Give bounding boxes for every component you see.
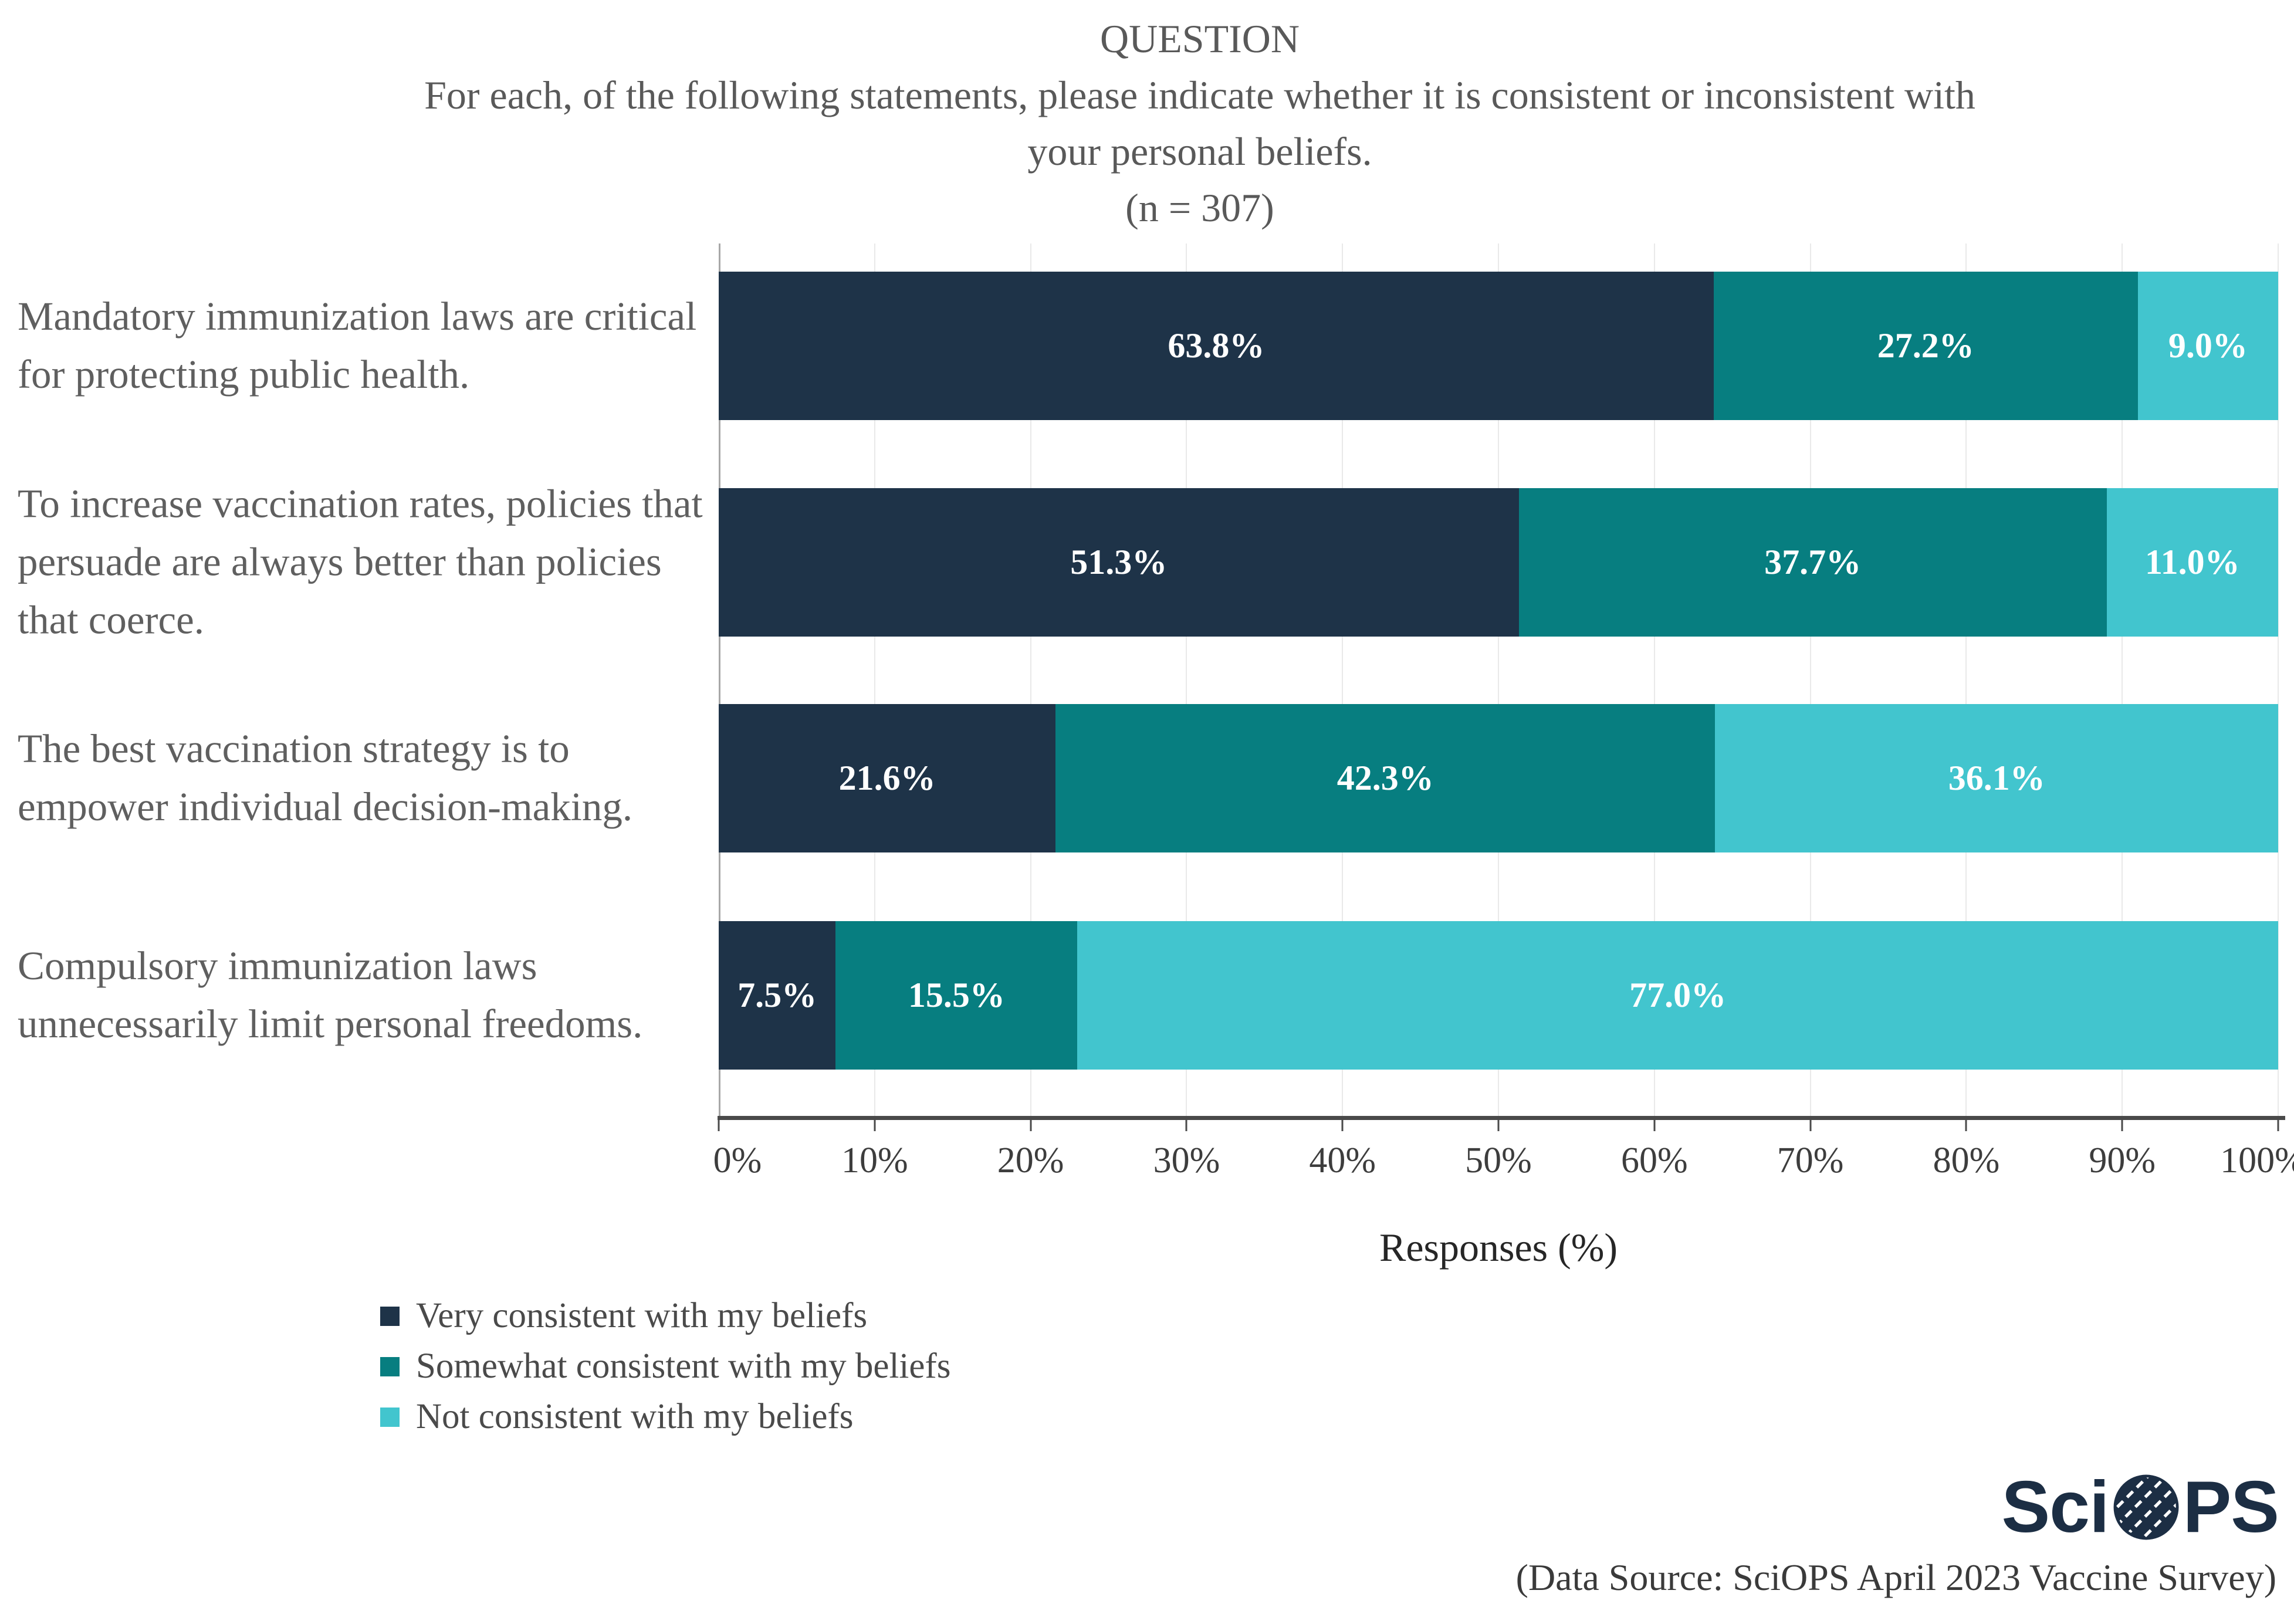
bar-row-mandatory-laws: 63.8% 27.2% 9.0% <box>719 272 2278 420</box>
bar-segment-somewhat-consistent: 37.7% <box>1518 488 2107 637</box>
category-label-mandatory-laws: Mandatory immunization laws are critical… <box>18 294 697 397</box>
bar-segment-very-consistent: 7.5% <box>719 921 836 1070</box>
tick-label-60: 60% <box>1620 1141 1688 1180</box>
gridline-90 <box>2122 243 2123 1118</box>
tick-mark-10 <box>874 1119 876 1131</box>
bar-value-label: 42.3% <box>1337 759 1434 797</box>
x-axis-title: Responses (%) <box>1379 1225 1618 1270</box>
category-label-limit-freedoms: Compulsory immunization laws unnecessari… <box>18 943 643 1046</box>
legend-label: Very consistent with my beliefs <box>416 1296 868 1335</box>
legend-item-not-consistent: Not consistent with my beliefs <box>380 1392 951 1442</box>
tick-label-100: 100% <box>2220 1141 2294 1180</box>
title-question-line1: For each, of the following statements, p… <box>424 73 1975 117</box>
tick-label-40: 40% <box>1309 1141 1376 1180</box>
bar-row-limit-freedoms: 7.5% 15.5% 77.0% <box>719 921 2278 1070</box>
bar-value-label: 11.0% <box>2144 543 2240 581</box>
bar-segment-not-consistent: 11.0% <box>2106 488 2278 637</box>
bar-value-label: 37.7% <box>1764 543 1862 581</box>
logo-text-sci: Sci <box>2001 1467 2109 1548</box>
data-source-note: (Data Source: SciOPS April 2023 Vaccine … <box>1515 1557 2276 1598</box>
bar-row-empower-decision: 21.6% 42.3% 36.1% <box>719 704 2278 852</box>
bar-value-label: 7.5% <box>737 976 817 1014</box>
legend-swatch-not-consistent <box>380 1407 400 1427</box>
bar-segment-not-consistent: 77.0% <box>1077 921 2278 1070</box>
gridline-30 <box>1186 243 1187 1118</box>
tick-label-70: 70% <box>1777 1141 1844 1180</box>
legend-swatch-very-consistent <box>380 1306 400 1326</box>
bar-row-persuade-coerce: 51.3% 37.7% 11.0% <box>719 488 2278 637</box>
bar-segment-very-consistent: 21.6% <box>719 704 1056 852</box>
tick-mark-30 <box>1185 1119 1187 1131</box>
gridline-40 <box>1342 243 1344 1118</box>
gridline-70 <box>1809 243 1811 1118</box>
tick-mark-20 <box>1030 1119 1032 1131</box>
bar-segment-somewhat-consistent: 15.5% <box>835 921 1078 1070</box>
tick-mark-70 <box>1809 1119 1812 1131</box>
bar-segment-very-consistent: 51.3% <box>719 488 1519 637</box>
tick-mark-40 <box>1341 1119 1344 1131</box>
bar-segment-not-consistent: 36.1% <box>1715 704 2278 852</box>
legend-label: Somewhat consistent with my beliefs <box>416 1346 951 1386</box>
gridline-10 <box>874 243 875 1118</box>
chart-title-block: QUESTION For each, of the following stat… <box>106 11 2294 236</box>
bar-value-label: 63.8% <box>1168 326 1265 365</box>
bar-value-label: 36.1% <box>1948 759 2045 797</box>
tick-mark-80 <box>1965 1119 1967 1131</box>
x-axis-line <box>718 1116 2285 1120</box>
logo-globe-icon <box>2113 1474 2179 1540</box>
tick-label-80: 80% <box>1933 1141 2000 1180</box>
y-axis-line <box>719 243 720 1118</box>
gridline-100 <box>2278 243 2279 1118</box>
gridline-60 <box>1653 243 1655 1118</box>
bar-segment-very-consistent: 63.8% <box>719 272 1714 420</box>
tick-label-0: 0% <box>713 1141 762 1180</box>
bar-value-label: 9.0% <box>2168 326 2248 365</box>
tick-mark-50 <box>1497 1119 1500 1131</box>
bar-value-label: 51.3% <box>1070 543 1168 581</box>
gridline-50 <box>1498 243 1499 1118</box>
tick-mark-90 <box>2121 1119 2123 1131</box>
tick-mark-100 <box>2277 1119 2279 1131</box>
bar-segment-somewhat-consistent: 27.2% <box>1713 272 2138 420</box>
bar-value-label: 27.2% <box>1877 326 1974 365</box>
bar-value-label: 21.6% <box>838 759 936 797</box>
tick-label-50: 50% <box>1465 1141 1532 1180</box>
category-label-empower-decision: The best vaccination strategy is to empo… <box>18 726 633 829</box>
title-sample-size: (n = 307) <box>1125 185 1274 230</box>
title-kicker: QUESTION <box>1100 16 1300 61</box>
category-label-persuade-coerce: To increase vaccination rates, policies … <box>18 481 703 642</box>
tick-label-20: 20% <box>997 1141 1064 1180</box>
gridline-80 <box>1965 243 1967 1118</box>
tick-label-90: 90% <box>2089 1141 2156 1180</box>
plot-area: 63.8% 27.2% 9.0% 51.3% 37.7% 11.0% 2 <box>713 243 2294 1270</box>
logo-text-ps: PS <box>2183 1467 2279 1548</box>
legend-item-very-consistent: Very consistent with my beliefs <box>380 1291 951 1341</box>
legend: Very consistent with my beliefs Somewhat… <box>380 1291 951 1442</box>
tick-mark-60 <box>1653 1119 1656 1131</box>
legend-label: Not consistent with my beliefs <box>416 1397 854 1436</box>
bar-value-label: 15.5% <box>908 976 1005 1014</box>
title-question-line2: your personal beliefs. <box>1027 129 1372 174</box>
bar-segment-not-consistent: 9.0% <box>2137 272 2278 420</box>
tick-label-30: 30% <box>1153 1141 1220 1180</box>
sciops-logo: Sci PS <box>2001 1466 2279 1549</box>
bar-segment-somewhat-consistent: 42.3% <box>1055 704 1716 852</box>
bar-value-label: 77.0% <box>1629 976 1727 1014</box>
tick-mark-0 <box>718 1119 720 1131</box>
tick-label-10: 10% <box>841 1141 908 1180</box>
gridline-20 <box>1030 243 1031 1118</box>
legend-item-somewhat-consistent: Somewhat consistent with my beliefs <box>380 1341 951 1392</box>
legend-swatch-somewhat-consistent <box>380 1356 400 1376</box>
